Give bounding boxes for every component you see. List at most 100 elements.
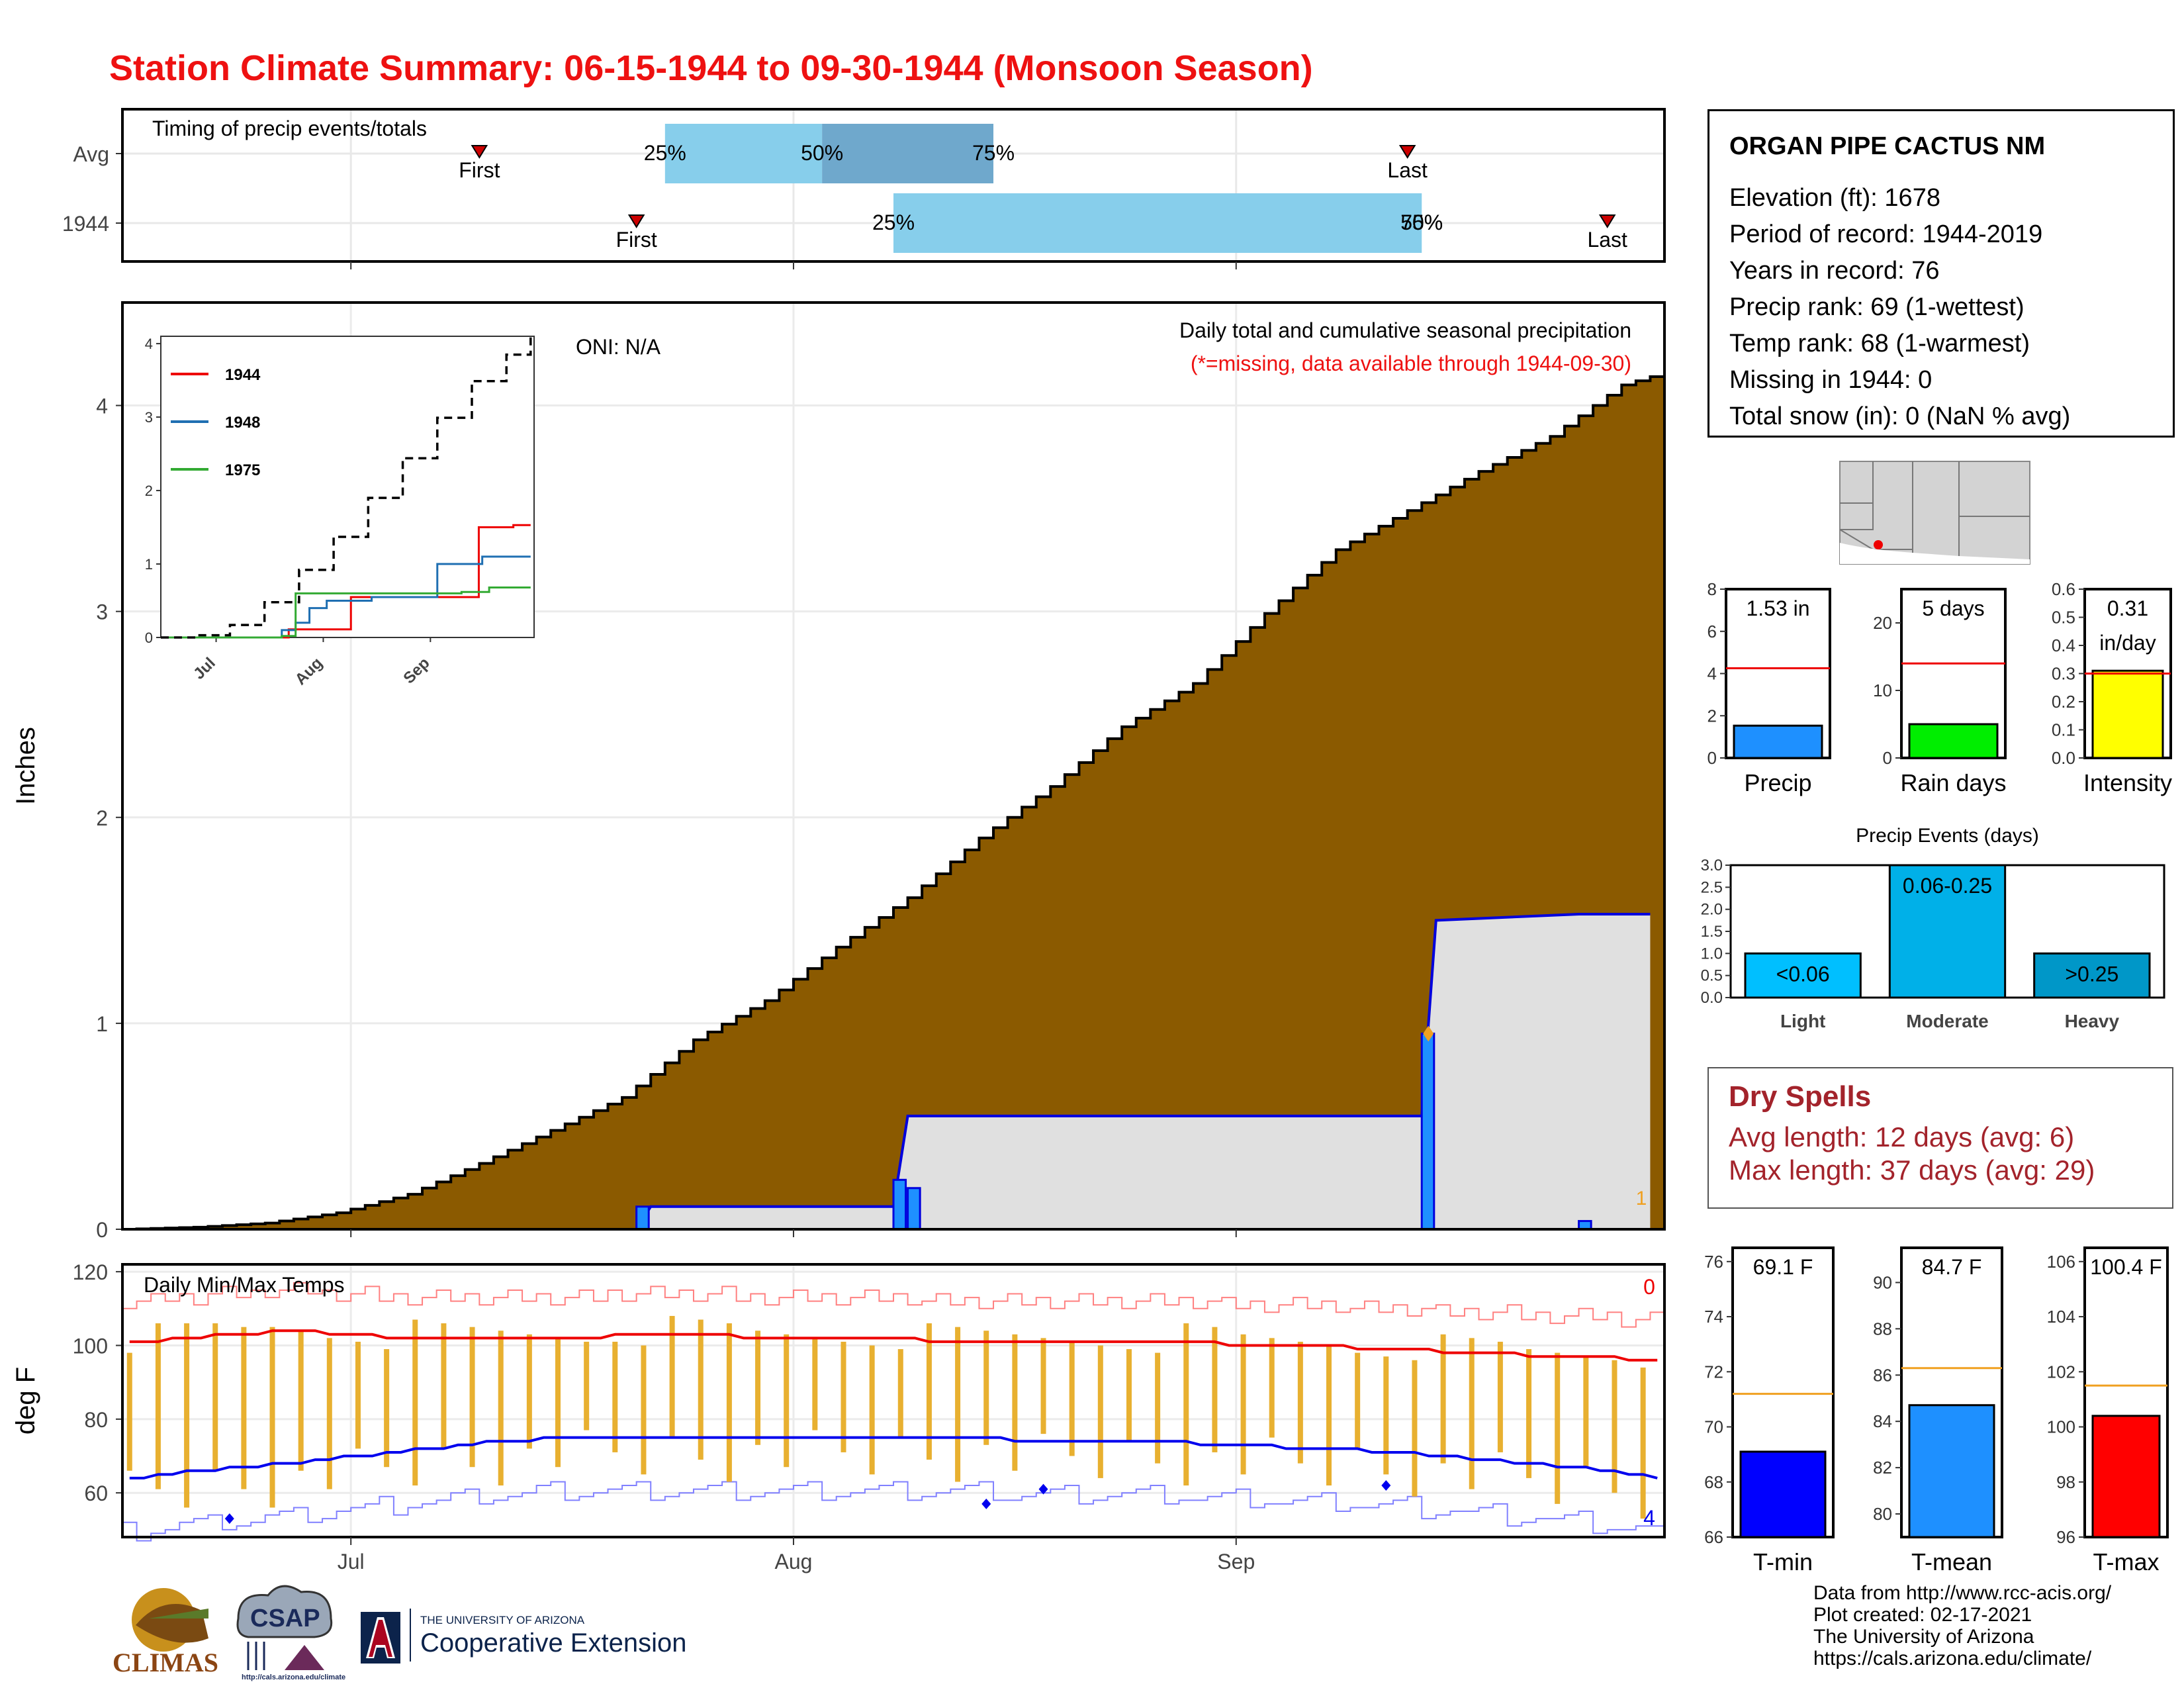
daily-temp-bar <box>126 1352 132 1471</box>
timing-label-first: First <box>459 158 500 182</box>
avg-cumulative-area <box>122 377 1664 1229</box>
events-ytick-label: 0.5 <box>1701 967 1723 985</box>
daily-temp-bar <box>441 1323 447 1449</box>
map-background <box>1839 461 2030 565</box>
mini-precip-ytick-label: 0 <box>1707 748 1717 768</box>
mini-tmean-ytick-label: 84 <box>1873 1411 1892 1431</box>
temps-title: Daily Min/Max Temps <box>144 1273 344 1297</box>
daily-temp-bar <box>1297 1341 1303 1464</box>
mini-raindays-ytick-label: 0 <box>1883 748 1892 768</box>
precip-ytick-label: 4 <box>96 395 108 418</box>
daily-temp-bar <box>1126 1349 1132 1442</box>
daily-temp-bar <box>1097 1345 1103 1478</box>
mini-intensity-ytick-label: 0.3 <box>2052 664 2075 684</box>
precip-record-marker <box>1423 1025 1434 1042</box>
precip-subtitle: (*=missing, data available through 1944-… <box>1191 352 1631 375</box>
inset-ytick-label: 3 <box>145 409 153 426</box>
daily-temp-bar <box>1155 1352 1161 1464</box>
daily-temp-bar <box>1355 1352 1361 1449</box>
station-years: Years in record: 76 <box>1729 257 1940 285</box>
mini-tmean-value-label: 84.7 F <box>1922 1255 1982 1279</box>
mini-tmax-value-label: 100.4 F <box>2090 1255 2162 1279</box>
events-category-label: Light <box>1780 1011 1825 1031</box>
station-temp-rank: Temp rank: 68 (1-warmest) <box>1729 330 2030 357</box>
events-category-label: Moderate <box>1906 1011 1988 1031</box>
mini-tmin-ytick-label: 68 <box>1704 1472 1723 1492</box>
timing-label-last: Last <box>1587 228 1627 252</box>
timing-bar-q25-q50 <box>893 193 1422 253</box>
daily-temp-bar <box>1240 1334 1246 1475</box>
daily-temp-bar <box>184 1323 190 1508</box>
mini-tmean-ytick-label: 82 <box>1873 1458 1892 1477</box>
mini-tmax-category-label: T-max <box>2093 1548 2159 1575</box>
map-station-marker <box>1874 540 1883 549</box>
daily-temp-bar <box>384 1349 390 1468</box>
events-ytick-label: 2.0 <box>1701 901 1723 919</box>
mini-intensity-ytick-label: 0.5 <box>2052 608 2075 628</box>
events-bar-label: 0.06-0.25 <box>1903 874 1992 898</box>
mini-tmin-category-label: T-min <box>1753 1548 1813 1575</box>
mini-intensity-ytick-label: 0.1 <box>2052 720 2075 740</box>
daily-temp-bar <box>1326 1345 1332 1486</box>
inset-ytick-label: 1 <box>145 556 153 573</box>
mini-tmean-bar <box>1908 1404 1995 1538</box>
temperature-chart: 60 80 100 120 deg F Daily Min/Max Temps 0 4 <box>11 1260 1666 1542</box>
daily-temp-bar <box>469 1327 475 1468</box>
daily-temp-bar <box>869 1345 875 1475</box>
daily-temp-bar <box>1012 1334 1018 1471</box>
station-elevation: Elevation (ft): 1678 <box>1729 184 1940 212</box>
map-mexico <box>1840 543 2030 564</box>
record-min-marker <box>1038 1483 1048 1495</box>
mini-tmin-ytick-label: 70 <box>1704 1417 1723 1437</box>
timing-row-label: 1944 <box>62 212 109 236</box>
temps-ytick-label: 80 <box>84 1408 108 1432</box>
daily-temp-bar <box>1383 1356 1389 1475</box>
daily-temp-bar <box>755 1331 761 1445</box>
daily-precip-bar <box>1420 1032 1435 1231</box>
events-ytick-label: 1.5 <box>1701 923 1723 941</box>
mini-tmean-ytick-label: 86 <box>1873 1365 1892 1385</box>
precip-corner-count: 1 <box>1636 1188 1647 1209</box>
timing-bar-q25-q50 <box>664 124 823 183</box>
date-tick-label: Aug <box>775 1550 813 1573</box>
inset-legend-label: 1944 <box>225 366 261 384</box>
daily-temp-bar <box>584 1341 590 1430</box>
daily-precip-bar <box>892 1178 907 1231</box>
inset-ytick-label: 4 <box>145 336 153 352</box>
daily-temp-bar <box>498 1331 504 1486</box>
events-bar <box>2033 952 2151 999</box>
temps-ytick-label: 60 <box>84 1481 108 1505</box>
events-bar-label: >0.25 <box>2065 962 2118 986</box>
daily-temp-bar <box>1412 1360 1418 1497</box>
events-ytick-label: 0.0 <box>1701 989 1723 1007</box>
ua-logo: THE UNIVERSITY OF ARIZONA Cooperative Ex… <box>361 1609 686 1664</box>
timing-marker-first <box>627 214 645 228</box>
precip-ytick-label: 2 <box>96 806 108 830</box>
dry-spells-avg: Avg length: 12 days (avg: 6) <box>1729 1121 2075 1152</box>
record-max-line <box>122 1282 1664 1328</box>
dry-spells-max: Max length: 37 days (avg: 29) <box>1729 1154 2095 1186</box>
station-precip-rank: Precip rank: 69 (1-wettest) <box>1729 293 2025 321</box>
mini-tmax-ytick-label: 96 <box>2056 1527 2075 1547</box>
daily-temp-bar <box>1555 1352 1561 1504</box>
daily-temp-bar <box>412 1319 418 1486</box>
daily-temp-bar <box>612 1341 618 1452</box>
mini-tmin-value-label: 69.1 F <box>1753 1255 1813 1279</box>
events-bar <box>1888 864 2007 999</box>
date-axis: Jul Aug Sep <box>338 261 1255 1573</box>
daily-temp-bar <box>212 1323 218 1471</box>
mini-intensity-category-label: Intensity <box>2083 769 2172 796</box>
ua-bottom-text: Cooperative Extension <box>420 1628 686 1658</box>
credit-url: https://cals.arizona.edu/climate/ <box>1813 1648 2092 1669</box>
events-ytick-label: 2.5 <box>1701 878 1723 896</box>
daily-temp-bar <box>955 1327 961 1482</box>
events-bar-label: <0.06 <box>1776 962 1830 986</box>
mini-tmin-bar <box>1739 1450 1827 1538</box>
daily-temp-bar <box>641 1345 647 1475</box>
mini-tmean-ytick-label: 88 <box>1873 1319 1892 1338</box>
daily-temp-bar <box>298 1331 304 1471</box>
csap-url: http://cals.arizona.edu/climate <box>242 1673 345 1681</box>
mini-tmax-ytick-label: 106 <box>2047 1252 2075 1272</box>
